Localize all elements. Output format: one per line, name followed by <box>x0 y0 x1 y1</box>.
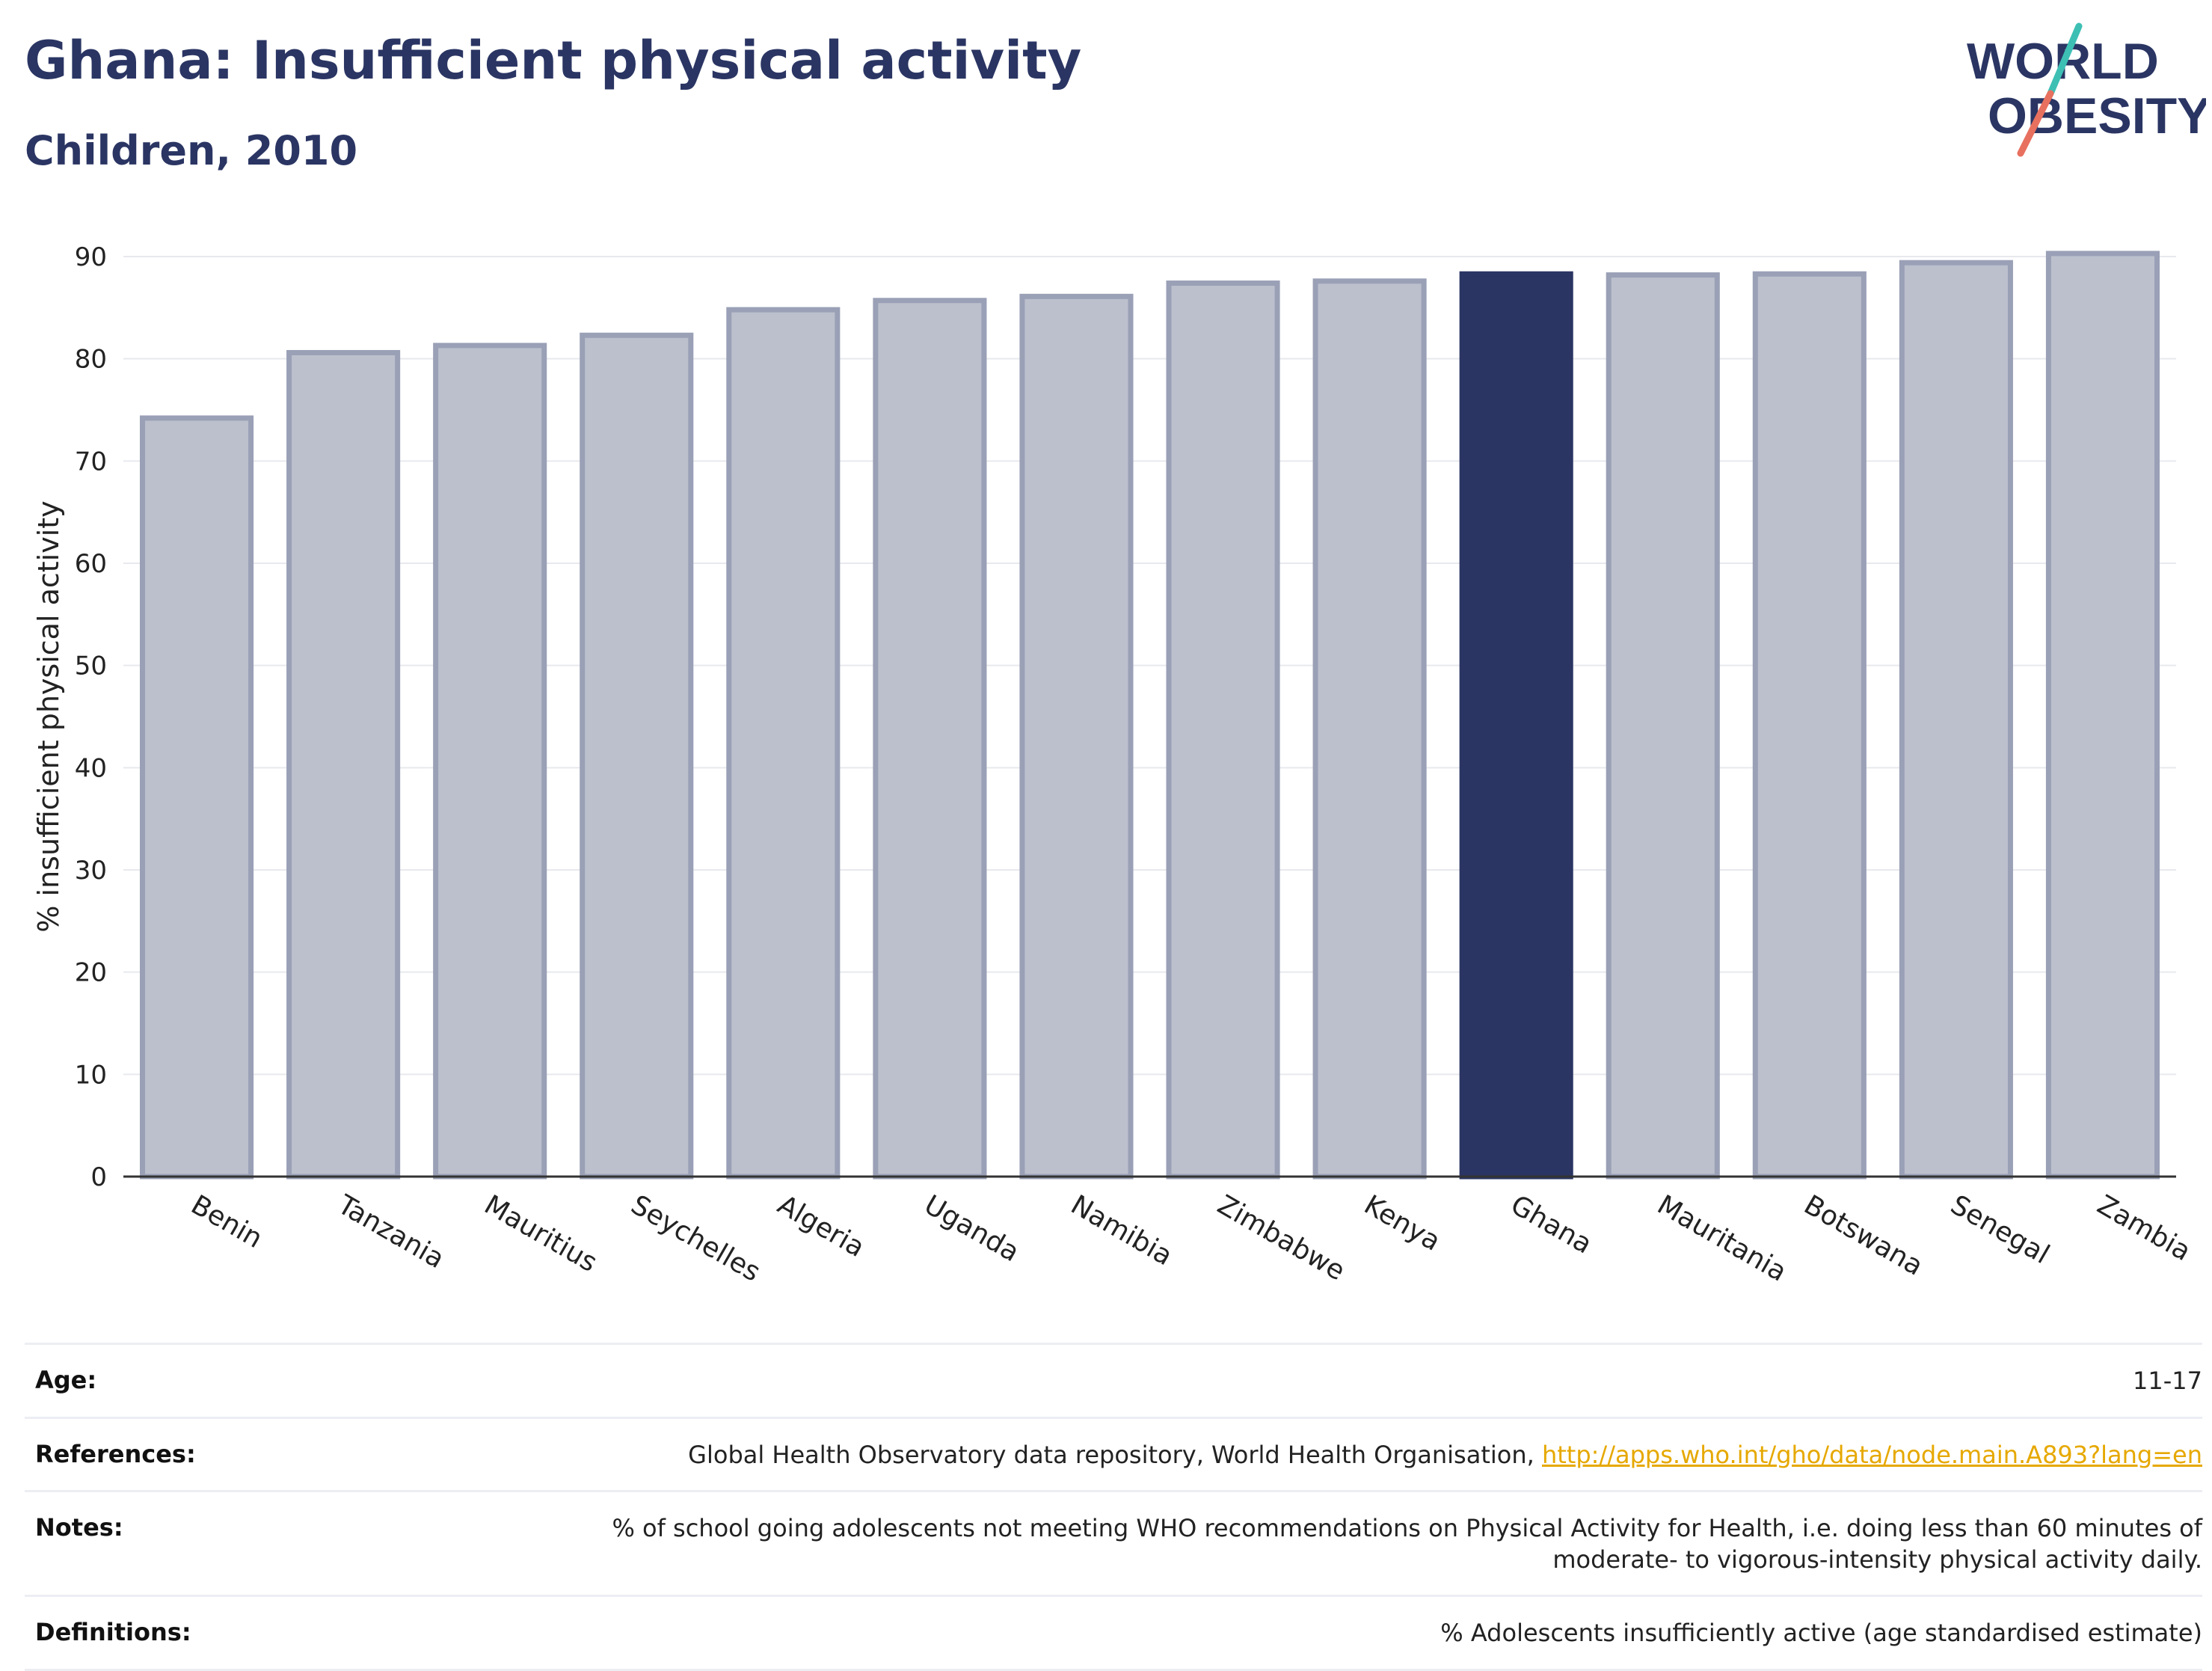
bar <box>286 349 401 1180</box>
chart-title: Ghana: Insufficient physical activity <box>25 30 1082 91</box>
y-tick-label: 50 <box>75 651 107 681</box>
y-tick-label: 30 <box>75 856 107 886</box>
x-tick-label: Kenya <box>1359 1189 1446 1257</box>
bar <box>1166 280 1280 1180</box>
x-tick-label: Senegal <box>1945 1189 2054 1270</box>
x-tick-label: Seychelles <box>626 1189 766 1287</box>
x-tick-label: Uganda <box>919 1189 1024 1268</box>
logo-word-obesity: OBESITY <box>1988 88 2206 144</box>
bar <box>726 307 841 1180</box>
y-tick-label: 40 <box>75 753 107 783</box>
x-tick-label: Mauritania <box>1652 1189 1792 1287</box>
y-tick-label: 60 <box>75 549 107 579</box>
references-text: Global Health Observatory data repositor… <box>688 1440 1542 1469</box>
age-value: 11-17 <box>2133 1367 2202 1395</box>
x-tick-label: Zambia <box>2092 1189 2196 1267</box>
bar-chart: 0 10 20 30 40 50 60 70 80 90 % insufficient physic… <box>32 242 2196 1288</box>
bar <box>1752 271 1867 1180</box>
chart-subtitle: Children, 2010 <box>25 127 358 174</box>
y-tick-label: 10 <box>75 1060 107 1090</box>
y-axis-title: % insufficient physical activity <box>32 500 65 932</box>
definitions-value: % Adolescents insufficiently active (age… <box>1440 1619 2202 1648</box>
x-tick-label: Tanzania <box>332 1189 449 1275</box>
metadata-table: Age: 11-17 References: Global Health Obs… <box>25 1343 2202 1671</box>
meta-row-age: Age: 11-17 <box>25 1343 2202 1417</box>
bar <box>139 415 254 1180</box>
y-tick-label: 80 <box>75 345 107 375</box>
bar <box>433 343 547 1180</box>
notes-line-2: moderate- to vigorous-intensity physical… <box>1552 1545 2202 1574</box>
y-tick-label: 90 <box>75 242 107 272</box>
bar <box>1606 272 1720 1180</box>
bar-highlighted <box>1459 271 1573 1180</box>
age-label: Age: <box>35 1366 97 1394</box>
x-tick-label: Mauritius <box>479 1189 603 1278</box>
bar <box>580 332 694 1180</box>
meta-row-references: References: Global Health Observatory da… <box>25 1416 2202 1491</box>
x-tick-label: Ghana <box>1505 1189 1597 1260</box>
world-obesity-logo: WORLD OBESITY <box>1967 22 2206 157</box>
notes-line-1: % of school going adolescents not meetin… <box>612 1514 2202 1543</box>
x-tick-label: Botswana <box>1798 1189 1928 1281</box>
bar <box>1899 260 2013 1180</box>
y-tick-label: 70 <box>75 447 107 476</box>
bar <box>1019 293 1134 1180</box>
notes-label: Notes: <box>35 1513 123 1542</box>
bar <box>2045 251 2160 1180</box>
logo-slash-coral <box>2017 90 2054 157</box>
x-tick-label: Zimbabwe <box>1212 1189 1350 1287</box>
references-link[interactable]: http://apps.who.int/gho/data/node.main.A… <box>1541 1440 2202 1469</box>
y-tick-label: 0 <box>90 1162 107 1192</box>
bar <box>1312 278 1427 1180</box>
bar <box>873 298 987 1180</box>
meta-row-definitions: Definitions: % Adolescents insufficientl… <box>25 1595 2202 1671</box>
meta-row-notes: Notes: % of school going adolescents not… <box>25 1490 2202 1595</box>
references-value: Global Health Observatory data repositor… <box>688 1440 2202 1471</box>
y-tick-label: 20 <box>75 958 107 988</box>
x-tick-label: Namibia <box>1066 1189 1178 1272</box>
definitions-label: Definitions: <box>35 1618 191 1647</box>
x-tick-label: Algeria <box>772 1189 870 1263</box>
references-label: References: <box>35 1439 196 1468</box>
logo-slash-teal <box>2047 22 2083 97</box>
notes-value: % of school going adolescents not meetin… <box>612 1513 2202 1575</box>
x-tick-label: Benin <box>186 1189 268 1254</box>
